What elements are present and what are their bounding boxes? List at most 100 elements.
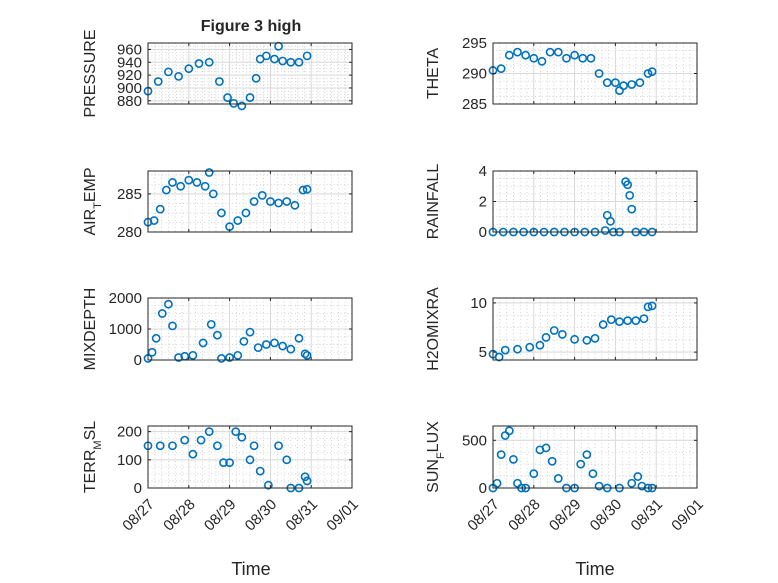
data-point xyxy=(237,432,247,442)
y-tick-label: 0 xyxy=(134,352,142,369)
data-point xyxy=(300,472,310,482)
y-tick-label: 4 xyxy=(479,163,487,180)
data-point xyxy=(168,178,177,187)
data-point xyxy=(623,180,633,190)
data-point xyxy=(549,326,559,335)
data-point xyxy=(627,478,637,488)
data-point xyxy=(494,352,504,362)
data-point xyxy=(504,50,514,60)
data-point xyxy=(163,299,173,309)
y-tick-label: 285 xyxy=(462,96,487,113)
data-point xyxy=(176,181,186,191)
data-point xyxy=(504,426,514,436)
data-point xyxy=(282,197,292,206)
data-point xyxy=(553,47,563,57)
data-point xyxy=(547,456,557,466)
data-point xyxy=(245,455,255,465)
data-point xyxy=(615,317,624,327)
y-tick-label: 10 xyxy=(470,295,487,312)
data-point xyxy=(168,321,177,331)
data-point xyxy=(263,480,273,490)
data-point xyxy=(270,338,279,348)
x-tick-label: 08/29 xyxy=(201,496,240,535)
data-point xyxy=(611,78,620,88)
data-point xyxy=(513,478,522,488)
data-point xyxy=(217,208,226,218)
y-axis-label: H2OMIXRA xyxy=(425,287,442,371)
data-point xyxy=(594,69,604,78)
y-axis-label: MIXDEPTH xyxy=(82,288,99,371)
y-tick-label: 100 xyxy=(117,452,142,469)
data-point xyxy=(541,443,551,453)
y-tick-label: 295 xyxy=(462,35,487,52)
data-point xyxy=(570,50,579,60)
data-point xyxy=(149,216,159,225)
data-point xyxy=(290,200,300,210)
data-point xyxy=(219,458,228,468)
data-point xyxy=(496,450,506,460)
data-point xyxy=(245,93,255,102)
data-point xyxy=(537,56,547,66)
x-tick-label: 09/01 xyxy=(323,496,362,535)
data-point xyxy=(168,441,177,451)
y-tick-label: 920 xyxy=(117,67,142,84)
data-point xyxy=(606,315,616,325)
x-tick-label: 09/01 xyxy=(668,496,707,535)
data-point xyxy=(184,175,194,185)
data-point xyxy=(261,51,271,61)
data-point xyxy=(274,198,283,208)
subplot-6: 5 10 H2OMIXRA xyxy=(425,287,698,371)
data-point xyxy=(151,333,161,343)
data-point xyxy=(265,197,275,206)
x-tick-label: 08/28 xyxy=(160,496,199,535)
data-point xyxy=(553,474,563,483)
y-tick-label: 0 xyxy=(479,480,487,497)
data-point xyxy=(594,481,604,491)
data-point xyxy=(619,81,628,91)
data-point xyxy=(188,449,198,459)
x-axis-label-right: Time xyxy=(575,559,614,579)
subplot-3: 280 285 AIRTEMP xyxy=(82,167,353,241)
y-tick-label: 0 xyxy=(134,480,142,497)
data-point xyxy=(633,472,643,481)
data-point xyxy=(214,77,224,86)
data-point xyxy=(627,80,637,89)
data-point xyxy=(586,53,596,63)
data-point xyxy=(188,350,198,360)
x-axis-label-left: Time xyxy=(231,559,270,579)
data-point xyxy=(237,101,247,111)
data-point xyxy=(184,64,194,74)
data-point xyxy=(529,53,539,63)
data-point xyxy=(627,204,637,214)
data-point xyxy=(582,335,592,345)
data-point xyxy=(278,341,288,351)
data-point xyxy=(500,345,510,355)
y-tick-label: 0 xyxy=(479,224,487,241)
data-point xyxy=(509,454,518,464)
axes-box xyxy=(147,425,353,489)
data-point xyxy=(623,316,633,326)
data-point xyxy=(541,332,551,342)
data-point xyxy=(208,189,218,199)
data-point xyxy=(225,353,234,362)
data-point xyxy=(294,57,304,67)
data-point xyxy=(212,330,222,340)
data-point xyxy=(153,77,163,86)
data-point xyxy=(239,336,249,346)
data-point xyxy=(180,435,190,445)
data-point xyxy=(578,53,588,63)
data-point xyxy=(302,350,312,360)
axes-box xyxy=(492,297,698,361)
data-point xyxy=(535,340,545,350)
data-point xyxy=(249,441,259,451)
y-axis-label: AIRTEMP xyxy=(82,167,104,235)
data-point xyxy=(562,53,571,63)
subplot-2: 285 290 295 THETA xyxy=(425,35,698,113)
data-point xyxy=(576,459,586,469)
y-tick-label: 200 xyxy=(117,424,142,441)
x-tick-label: 08/29 xyxy=(546,496,585,535)
y-axis-label: THETA xyxy=(425,48,442,100)
data-point xyxy=(557,330,567,339)
